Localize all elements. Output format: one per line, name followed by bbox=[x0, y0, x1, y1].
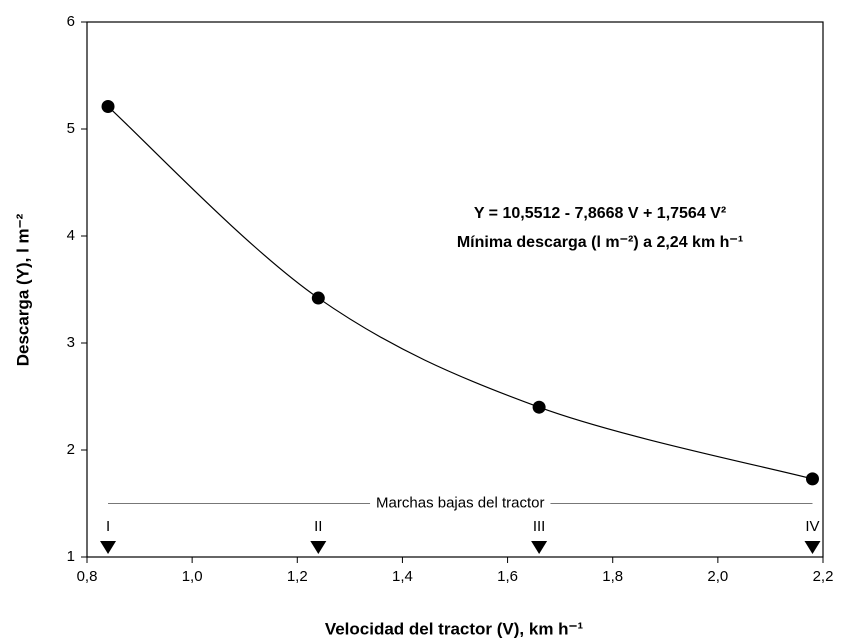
gear-label: III bbox=[533, 518, 546, 535]
gear-marker bbox=[100, 541, 117, 554]
x-tick-label: 1,6 bbox=[497, 568, 518, 585]
point bbox=[532, 400, 546, 414]
x-tick-label: 1,2 bbox=[287, 568, 308, 585]
gear-band-label: Marchas bajas del tractor bbox=[376, 494, 544, 511]
y-tick-label: 5 bbox=[67, 120, 75, 137]
y-axis-label: Descarga (Y), l m⁻² bbox=[13, 213, 32, 366]
point bbox=[805, 472, 819, 486]
x-axis-label: Velocidad del tractor (V), km h⁻¹ bbox=[325, 619, 584, 638]
y-tick-label: 2 bbox=[67, 441, 75, 458]
gear-marker bbox=[804, 541, 821, 554]
y-tick-label: 4 bbox=[67, 227, 75, 244]
y-tick-label: 6 bbox=[67, 13, 75, 30]
x-tick-label: 2,0 bbox=[707, 568, 728, 585]
gear-label: II bbox=[314, 518, 322, 535]
x-tick-label: 1,4 bbox=[392, 568, 413, 585]
y-tick-label: 3 bbox=[67, 334, 75, 351]
x-tick-label: 1,8 bbox=[602, 568, 623, 585]
y-tick-label: 1 bbox=[67, 548, 75, 565]
gear-label: IV bbox=[805, 518, 819, 535]
gear-marker bbox=[531, 541, 548, 554]
point bbox=[311, 291, 325, 305]
line bbox=[107, 106, 813, 480]
annotation: Y = 10,5512 - 7,8668 V + 1,7564 V² bbox=[474, 205, 726, 222]
x-tick-label: 2,2 bbox=[813, 568, 834, 585]
gear-marker bbox=[310, 541, 327, 554]
x-tick-label: 0,8 bbox=[77, 568, 98, 585]
annotation: Mínima descarga (l m⁻²) a 2,24 km h⁻¹ bbox=[457, 234, 743, 251]
point bbox=[101, 100, 115, 114]
plot-frame bbox=[86, 21, 824, 558]
gear-label: I bbox=[106, 518, 110, 535]
x-tick-label: 1,0 bbox=[182, 568, 203, 585]
